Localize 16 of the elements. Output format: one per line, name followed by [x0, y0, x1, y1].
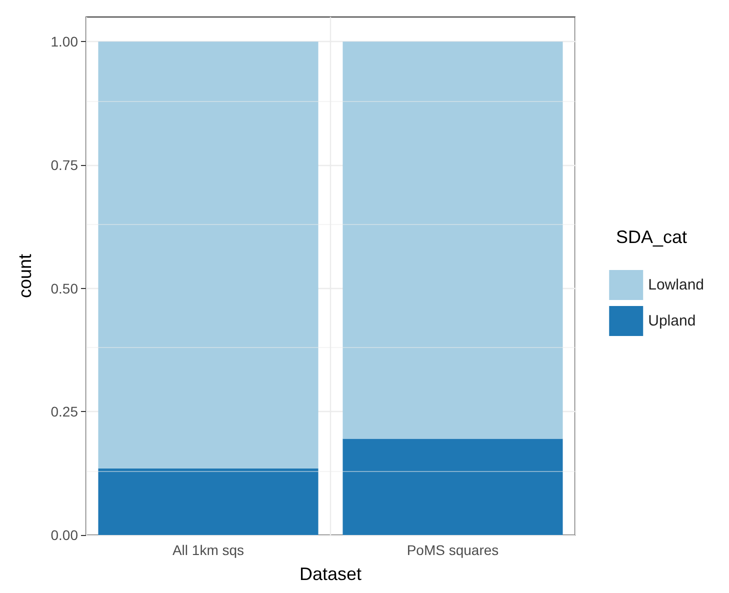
y-tick-label: 1.00 — [50, 34, 78, 50]
legend-label: Lowland — [648, 276, 704, 294]
y-tick-label: 0.25 — [50, 404, 78, 420]
legend-title: SDA_cat — [616, 227, 688, 247]
legend-label: Upland — [648, 312, 696, 330]
y-tick-label: 0.00 — [50, 527, 78, 543]
bar — [342, 42, 563, 439]
x-tick-label: All 1km sqs — [172, 542, 244, 558]
y-axis-title: count — [15, 254, 35, 298]
bar — [98, 42, 318, 468]
y-tick-label: 0.50 — [50, 280, 78, 296]
x-tick-label: PoMS squares — [406, 542, 499, 558]
bar — [98, 468, 318, 535]
y-tick-label: 0.75 — [50, 157, 78, 173]
bar — [342, 438, 563, 535]
x-axis-title: Dataset — [299, 564, 362, 584]
